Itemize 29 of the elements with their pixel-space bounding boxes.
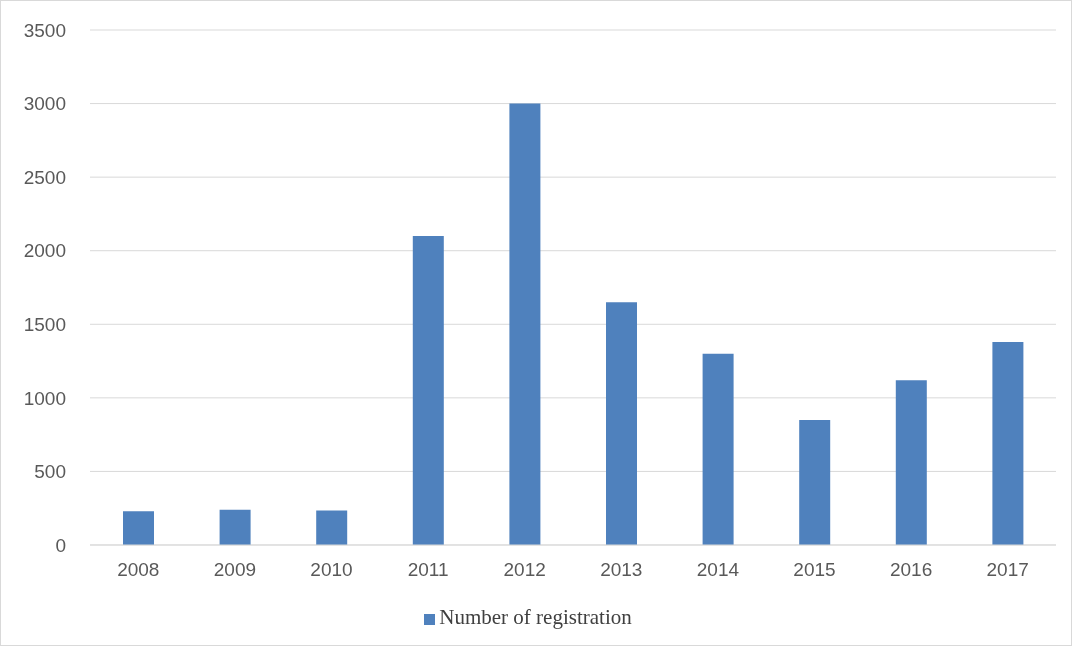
x-tick-label: 2008 [117, 559, 160, 581]
bar [509, 103, 541, 545]
bar [799, 419, 831, 545]
y-tick-label: 3000 [23, 93, 66, 115]
y-tick-label: 2500 [23, 166, 66, 188]
bar [895, 380, 927, 545]
x-tick-label: 2012 [503, 559, 546, 581]
y-tick-label: 2000 [23, 240, 66, 262]
bar [992, 341, 1024, 545]
x-tick-label: 2014 [696, 559, 740, 581]
y-tick-label: 1000 [23, 387, 66, 409]
x-tick-label: 2011 [407, 559, 449, 581]
x-tick-label: 2017 [986, 559, 1029, 581]
legend-label: Number of registration [439, 605, 632, 629]
y-tick-label: 500 [34, 461, 66, 483]
bar [412, 236, 444, 545]
bar [123, 511, 154, 545]
y-tick-label: 1500 [23, 314, 66, 336]
x-tick-label: 2016 [889, 559, 933, 581]
bar [316, 510, 348, 545]
y-tick-label: 0 [55, 534, 66, 556]
bar [219, 509, 251, 545]
x-tick-label: 2015 [793, 559, 836, 581]
x-tick-label: 2013 [600, 559, 643, 581]
x-tick-label: 2009 [213, 559, 257, 581]
bar [606, 302, 637, 545]
y-tick-label: 3500 [23, 19, 66, 41]
bar [702, 353, 734, 545]
x-tick-label: 2010 [310, 559, 353, 581]
